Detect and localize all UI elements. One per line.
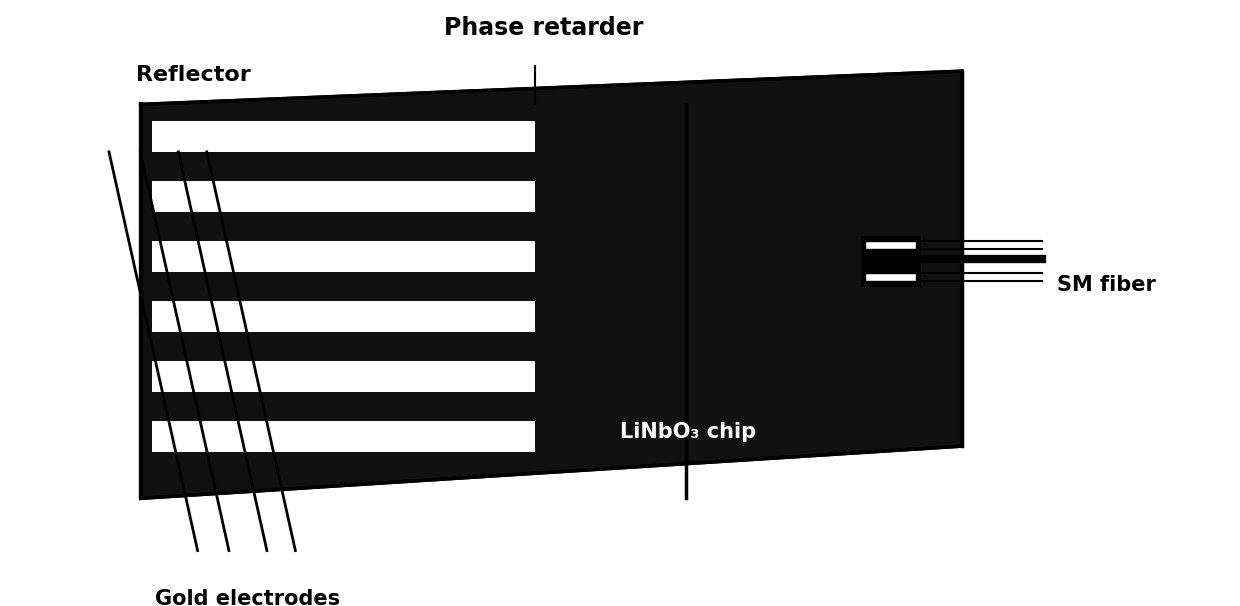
Polygon shape [153,421,534,451]
Polygon shape [153,121,534,152]
Text: Reflector: Reflector [136,65,250,85]
Polygon shape [153,361,534,391]
Text: Gold electrodes: Gold electrodes [155,588,340,606]
Text: Phase retarder: Phase retarder [444,16,644,40]
Polygon shape [864,273,916,281]
Text: LiNbO₃ chip: LiNbO₃ chip [620,422,756,442]
Polygon shape [862,238,919,285]
Polygon shape [153,181,534,212]
Polygon shape [153,241,534,271]
Polygon shape [864,241,916,248]
Text: SM fiber: SM fiber [1056,275,1156,295]
Polygon shape [153,301,534,331]
Polygon shape [140,71,962,498]
